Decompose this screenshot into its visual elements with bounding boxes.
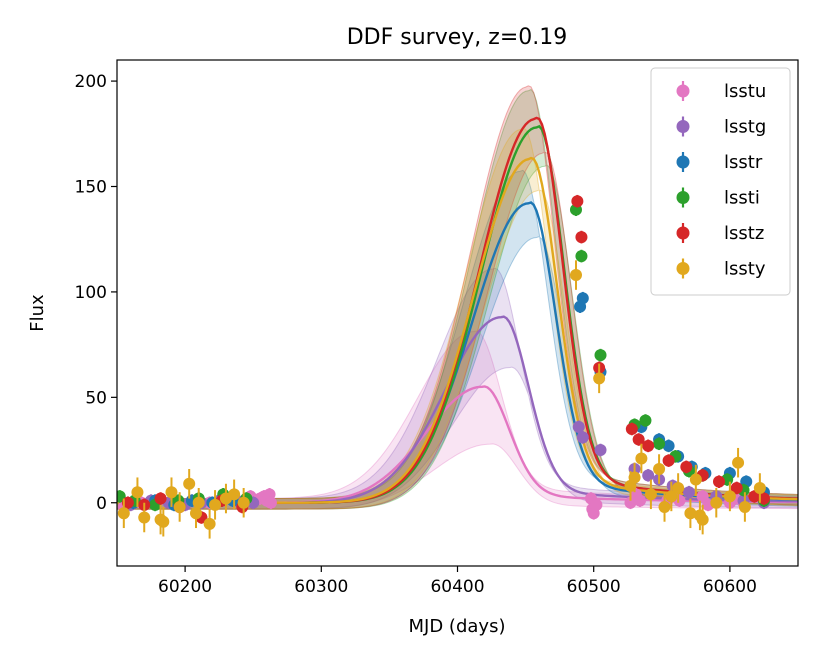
point-lssti	[653, 437, 666, 450]
point-lsstz	[757, 492, 770, 505]
point-lsstg	[683, 486, 696, 499]
point-lssty	[165, 486, 178, 499]
point-lsstr	[662, 439, 675, 452]
point-lssty	[635, 452, 648, 465]
point-lssti	[639, 414, 652, 427]
point-lssty	[209, 498, 222, 511]
point-lsstu	[264, 496, 277, 509]
legend-marker-lssty	[676, 262, 690, 275]
point-lsstg	[642, 469, 655, 482]
point-lssty	[696, 513, 709, 526]
x-tick-label: 60200	[158, 577, 212, 597]
point-lssty	[723, 490, 736, 503]
band-lsstg	[117, 267, 798, 510]
point-lssty	[644, 488, 657, 501]
legend-marker-lsstu	[676, 84, 690, 98]
y-tick-label: 200	[75, 72, 107, 92]
point-lsstz	[730, 481, 743, 494]
y-tick-label: 0	[96, 494, 107, 514]
point-lssty	[203, 517, 216, 530]
point-lsstz	[713, 475, 726, 488]
x-tick-label: 60500	[567, 577, 621, 597]
point-lsstz	[680, 460, 693, 473]
y-axis-label: Flux	[27, 294, 48, 332]
point-lsstz	[575, 231, 588, 244]
legend-label-lsstr: lsstr	[724, 152, 763, 173]
point-lssty	[653, 463, 666, 476]
y-tick-label: 50	[85, 388, 107, 408]
point-lssty	[738, 500, 751, 513]
chart-title: DDF survey, z=0.19	[347, 25, 568, 50]
legend-marker-lsstr	[676, 155, 690, 169]
x-tick-label: 60600	[703, 577, 757, 597]
legend-label-lsstg: lsstg	[724, 117, 766, 138]
x-tick-label: 60400	[430, 577, 484, 597]
point-lsstg	[572, 420, 585, 433]
y-axis-ticks: 0 50 100 150 200	[75, 72, 117, 514]
legend-label-lssty: lssty	[724, 259, 766, 280]
point-lssti	[594, 349, 607, 362]
x-tick-label: 60300	[294, 577, 348, 597]
point-lssty	[658, 500, 671, 513]
x-axis-ticks: 60200 60300 60400 60500 60600	[158, 566, 757, 597]
legend-label-lsstu: lsstu	[724, 81, 766, 102]
point-lsstz	[154, 492, 167, 505]
legend-marker-lssti	[676, 191, 690, 204]
point-lssty	[117, 507, 130, 520]
point-lsstz	[571, 195, 584, 208]
point-lssty	[237, 496, 250, 509]
point-lssty	[732, 456, 745, 469]
band-lsstu	[117, 330, 798, 510]
point-lsstu	[634, 494, 647, 507]
point-lssty	[157, 515, 170, 528]
point-lsstu	[590, 498, 603, 511]
point-lsstz	[662, 454, 675, 467]
point-lssty	[189, 507, 202, 520]
point-lsstg	[594, 444, 607, 457]
point-lssty	[710, 496, 723, 509]
data-points	[117, 194, 770, 539]
y-tick-label: 100	[75, 283, 107, 303]
legend-label-lssti: lssti	[724, 188, 760, 209]
legend: lsstu lsstg lsstr lssti lsstz lssty	[650, 67, 791, 296]
point-lssty	[689, 473, 702, 486]
y-tick-label: 150	[75, 178, 107, 198]
point-lssty	[131, 486, 144, 499]
point-lssti	[575, 250, 588, 263]
point-lssty	[228, 488, 241, 501]
legend-marker-lsstz	[676, 226, 690, 240]
point-lssty	[192, 496, 205, 509]
point-lssty	[684, 507, 697, 520]
legend-marker-lsstg	[676, 120, 690, 133]
point-lssty	[665, 490, 678, 503]
point-lsstz	[632, 433, 645, 446]
point-lsstg	[576, 431, 589, 444]
legend-label-lsstz: lsstz	[724, 223, 764, 244]
point-lsstz	[121, 496, 134, 509]
point-lsstz	[642, 439, 655, 452]
point-lssty	[672, 481, 685, 494]
point-lsstz	[625, 422, 638, 435]
point-lssty	[173, 500, 186, 513]
point-lssty	[628, 471, 641, 484]
point-lssty	[593, 372, 606, 385]
point-lssty	[138, 511, 151, 524]
point-lssty	[569, 269, 582, 282]
x-axis-label: MJD (days)	[409, 616, 506, 637]
point-lssty	[753, 481, 766, 494]
point-lssty	[183, 477, 196, 490]
point-lsstr	[576, 292, 589, 305]
legend-box	[650, 67, 791, 296]
